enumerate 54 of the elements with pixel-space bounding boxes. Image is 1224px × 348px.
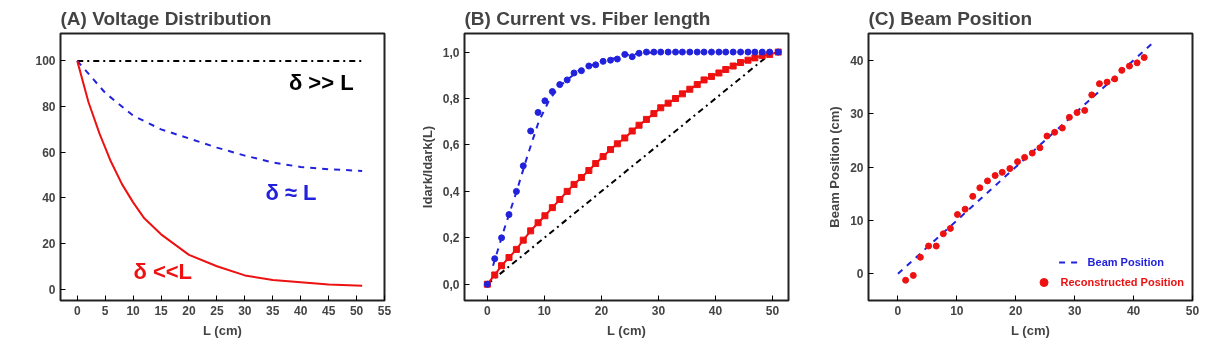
x-tick-label: 0 — [483, 303, 491, 318]
x-tick-label: 20 — [182, 303, 196, 318]
y-tick-label: 0,6 — [442, 138, 460, 153]
x-tick-label: 30 — [651, 303, 666, 318]
x-tick-label: 30 — [1068, 303, 1082, 318]
x-tick-label: 30 — [238, 303, 252, 318]
x-tick-label: 10 — [950, 303, 964, 318]
y-tick-label: 40 — [42, 191, 56, 206]
legend-label: Beam Position — [1087, 256, 1164, 268]
series-label: δ >> L — [288, 69, 354, 95]
y-tick-label: 0,0 — [442, 277, 460, 292]
series-label: δ ≈ L — [265, 180, 317, 205]
x-tick-label: 5 — [101, 303, 109, 318]
x-tick-label: 40 — [1126, 303, 1141, 318]
x-tick-label: 35 — [266, 303, 280, 318]
legend-label: Reconstructed Position — [1060, 276, 1184, 288]
x-tick-label: 50 — [765, 303, 780, 318]
y-tick-label: 20 — [42, 236, 56, 251]
x-axis-title: L (cm) — [1011, 322, 1050, 338]
x-tick-label: 25 — [210, 303, 224, 318]
y-tick-label: 0 — [856, 267, 864, 282]
x-tick-label: 50 — [349, 303, 364, 318]
x-tick-label: 10 — [126, 303, 141, 318]
series-label: δ <<L — [133, 259, 193, 285]
x-tick-label: 50 — [1185, 303, 1200, 318]
y-tick-label: 0,8 — [442, 92, 460, 107]
y-tick-label: 30 — [850, 107, 864, 122]
y-tick-label: 0 — [48, 282, 56, 297]
x-tick-label: 15 — [154, 303, 169, 318]
x-tick-label: 20 — [1009, 303, 1023, 318]
y-tick-label: 10 — [850, 213, 864, 228]
chart-title: (B) Current vs. Fiber length — [464, 7, 711, 29]
x-tick-label: 40 — [708, 303, 723, 318]
y-tick-label: 80 — [42, 100, 56, 115]
x-tick-label: 40 — [294, 303, 308, 318]
y-axis-title: Beam Position (cm) — [827, 106, 843, 228]
x-tick-label: 20 — [594, 303, 609, 318]
y-tick-label: 0,4 — [442, 184, 460, 199]
chart-title: (A) Voltage Distribution — [60, 7, 272, 29]
y-axis-title: Idark/Idark(L) — [419, 125, 435, 209]
y-tick-label: 100 — [35, 54, 56, 69]
x-tick-label: 45 — [321, 303, 336, 318]
y-tick-label: 60 — [42, 145, 56, 160]
y-tick-label: 20 — [850, 160, 864, 175]
x-tick-label: 0 — [894, 303, 902, 318]
x-axis-title: L (cm) — [203, 322, 242, 338]
x-tick-label: 55 — [377, 303, 392, 318]
chart-title: (C) Beam Position — [868, 7, 1033, 29]
y-tick-label: 0,2 — [442, 231, 460, 246]
y-tick-label: 40 — [850, 53, 864, 68]
y-tick-label: 1,0 — [442, 45, 460, 60]
x-tick-label: 10 — [537, 303, 552, 318]
x-axis-title: L (cm) — [607, 322, 646, 338]
x-tick-label: 0 — [73, 303, 81, 318]
